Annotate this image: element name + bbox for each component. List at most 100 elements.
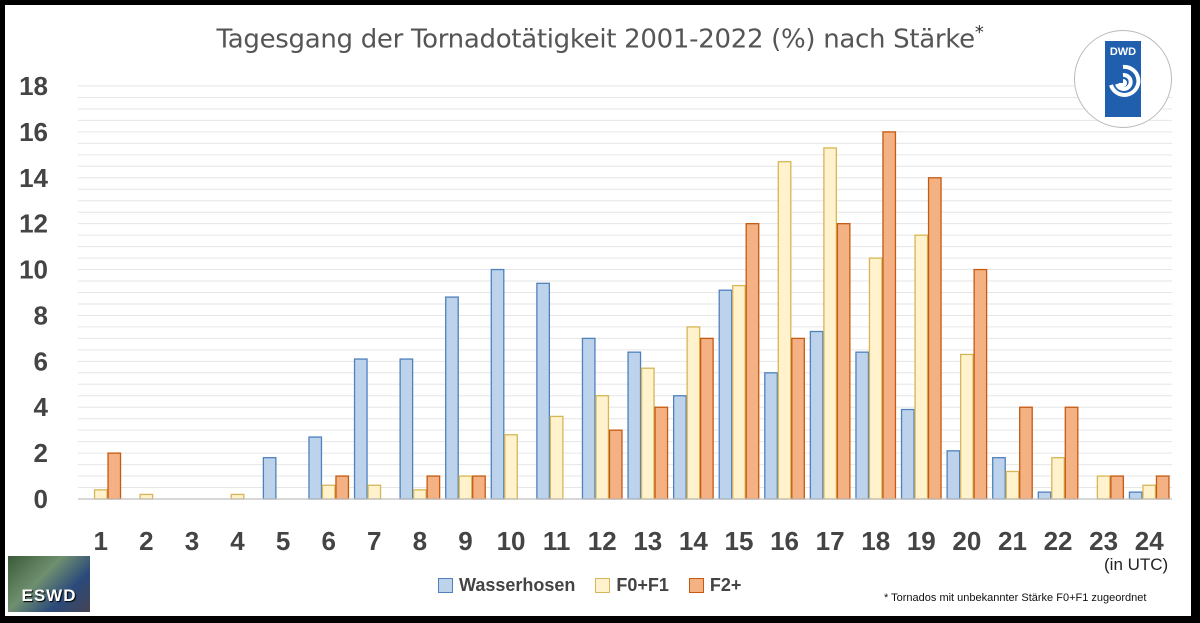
bar-f0-f1 — [458, 475, 473, 500]
bar-f2- — [973, 268, 988, 500]
legend-label: Wasserhosen — [459, 575, 576, 595]
bar-f0-f1 — [139, 493, 154, 500]
bar-wasserhosen — [900, 408, 915, 500]
legend-item: Wasserhosen — [438, 575, 575, 596]
x-axis-unit-label: (in UTC) — [1104, 555, 1169, 574]
x-tick-label: 19 — [907, 526, 936, 556]
x-tick-label: 23 — [1089, 526, 1118, 556]
x-tick-label: 16 — [770, 526, 799, 556]
bar-f0-f1 — [1005, 470, 1020, 500]
bar-f0-f1 — [412, 489, 427, 500]
x-tick-label: 6 — [321, 526, 335, 556]
bar-wasserhosen — [490, 268, 505, 500]
bar-f0-f1 — [959, 353, 974, 500]
bar-wasserhosen — [809, 330, 824, 500]
bar-wasserhosen — [262, 457, 277, 500]
bar-wasserhosen — [1128, 491, 1143, 500]
bar-f0-f1 — [1051, 457, 1065, 500]
footnote: * Tornados mit unbekannter Stärke F0+F1 … — [884, 592, 1147, 604]
bar-f2- — [1064, 406, 1079, 500]
bar-f0-f1 — [1096, 475, 1111, 500]
chart-frame — [5, 5, 1191, 616]
bar-f0-f1 — [595, 395, 610, 500]
bar-f2- — [1155, 475, 1170, 500]
legend-label: F0+F1 — [616, 575, 669, 595]
x-tick-label: 1 — [94, 526, 108, 556]
x-tick-label: 24 — [1135, 526, 1164, 556]
x-tick-label: 20 — [952, 526, 981, 556]
x-tick-label: 3 — [185, 526, 199, 556]
bar-f2- — [791, 337, 805, 500]
bar-wasserhosen — [581, 337, 596, 500]
x-tick-label: 4 — [230, 526, 245, 556]
bar-wasserhosen — [672, 395, 687, 500]
bar-f2- — [699, 337, 714, 500]
dwd-logo-text: DWD — [1110, 46, 1136, 58]
bar-wasserhosen — [353, 358, 368, 500]
bar-f0-f1 — [777, 161, 792, 500]
bar-f0-f1 — [1142, 484, 1157, 500]
x-tick-label: 9 — [458, 526, 472, 556]
bar-wasserhosen — [445, 296, 459, 500]
y-tick-label: 4 — [34, 392, 49, 422]
bar-f0-f1 — [367, 484, 382, 500]
bar-wasserhosen — [855, 351, 870, 500]
bar-f0-f1 — [823, 147, 838, 500]
bar-f0-f1 — [504, 434, 518, 500]
bar-f2- — [107, 452, 122, 500]
y-tick-label: 6 — [34, 346, 48, 376]
x-tick-label: 8 — [413, 526, 427, 556]
y-tick-label: 10 — [19, 255, 48, 285]
bar-f2- — [426, 475, 441, 500]
bar-f2- — [654, 406, 669, 500]
bar-f2- — [745, 223, 760, 500]
bar-wasserhosen — [764, 372, 778, 500]
bar-f0-f1 — [914, 234, 929, 500]
bar-f0-f1 — [868, 257, 883, 500]
bar-wasserhosen — [718, 289, 733, 500]
dwd-logo: DWD — [1074, 30, 1172, 128]
x-tick-label: 22 — [1044, 526, 1073, 556]
x-tick-label: 13 — [633, 526, 662, 556]
bar-f2- — [836, 223, 851, 500]
bar-wasserhosen — [992, 457, 1006, 500]
bar-f2- — [1019, 406, 1033, 500]
chart-title-text: Tagesgang der Tornadotätigkeit 2001-2022… — [216, 24, 975, 55]
y-tick-label: 2 — [34, 438, 48, 468]
y-tick-label: 12 — [19, 209, 48, 239]
y-tick-label: 14 — [19, 163, 48, 193]
y-tick-label: 0 — [34, 484, 48, 514]
y-tick-label: 18 — [19, 71, 48, 101]
bar-wasserhosen — [399, 358, 414, 500]
x-tick-label: 11 — [543, 526, 571, 556]
eswd-logo: ESWD — [8, 556, 90, 612]
x-tick-label: 10 — [497, 526, 526, 556]
bar-f0-f1 — [321, 484, 336, 500]
eswd-logo-text: ESWD — [21, 586, 77, 605]
bar-wasserhosen — [946, 450, 961, 500]
legend-item: F2+ — [688, 575, 741, 596]
title-footnote-mark: * — [974, 22, 984, 43]
bar-f2- — [608, 429, 623, 500]
bar-f2- — [1110, 475, 1125, 500]
y-tick-label: 8 — [34, 300, 48, 330]
x-tick-label: 21 — [998, 526, 1027, 556]
x-tick-label: 7 — [367, 526, 381, 556]
y-tick-label: 16 — [19, 117, 48, 147]
legend-item: F0+F1 — [595, 575, 669, 596]
dwd-logo-icon: DWD — [1105, 41, 1141, 117]
bar-f0-f1 — [640, 367, 655, 500]
legend-swatch — [438, 578, 453, 593]
x-tick-label: 15 — [724, 526, 753, 556]
x-tick-label: 5 — [276, 526, 290, 556]
legend-swatch — [688, 578, 704, 593]
bar-f0-f1 — [732, 284, 746, 500]
bar-f2- — [882, 131, 897, 500]
bar-wasserhosen — [308, 436, 323, 500]
bar-wasserhosen — [1037, 491, 1052, 500]
bar-f0-f1 — [93, 489, 108, 500]
x-tick-label: 2 — [139, 526, 153, 556]
bar-f2- — [472, 475, 486, 500]
x-tick-label: 12 — [588, 526, 617, 556]
